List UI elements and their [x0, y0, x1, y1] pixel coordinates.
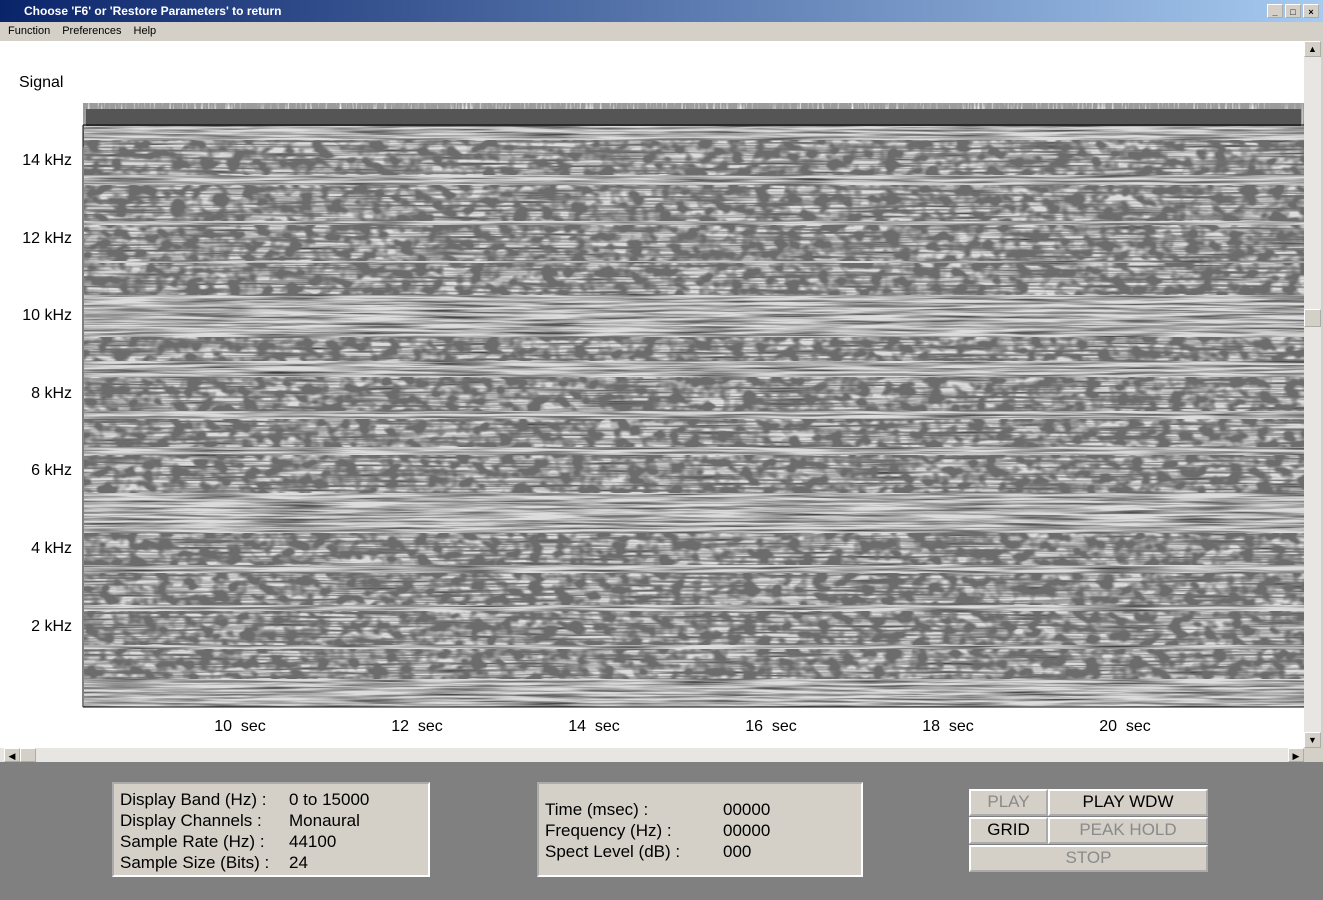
- signal-label: Signal: [19, 74, 64, 91]
- info-row: Frequency (Hz) : 00000: [545, 820, 861, 841]
- info-value: 00000: [723, 821, 771, 840]
- info-label: Spect Level (dB) :: [545, 842, 681, 861]
- info-row: Sample Size (Bits) : 24: [120, 852, 428, 873]
- info-value: 0 to 15000: [289, 790, 370, 809]
- spectrogram-canvas: [82, 103, 1304, 708]
- frequency-label: 2 kHz: [31, 617, 72, 635]
- maximize[interactable]: □: [1285, 4, 1301, 18]
- play-window-button[interactable]: PLAY WDW: [1048, 789, 1208, 816]
- spectral-band: [84, 611, 1304, 645]
- frequency-label: 4 kHz: [31, 540, 72, 557]
- time-label: 16 sec: [745, 718, 797, 735]
- info-value: 00000: [723, 800, 771, 819]
- spectral-band: [84, 140, 1304, 175]
- frequency-label: 10 kHz: [22, 307, 72, 325]
- info-value: Monaural: [289, 811, 360, 830]
- menu-item[interactable]: Preferences: [62, 25, 122, 37]
- window-title: Choose 'F6' or 'Restore Parameters' to r…: [24, 4, 282, 18]
- scroll-right[interactable]: ▶: [1288, 748, 1304, 762]
- spectral-band: [84, 649, 1304, 679]
- control-area: Display Band (Hz) :0 to 15000 Display Cha…: [0, 762, 1323, 900]
- spectral-band: [84, 377, 1304, 411]
- info-value: 000: [723, 842, 752, 861]
- horizontal-scrollbar[interactable]: ◀ ▶: [0, 748, 1304, 762]
- time-label: 12 sec: [391, 718, 443, 735]
- spectral-band: [84, 455, 1304, 493]
- spectrogram-noise: [84, 126, 1304, 707]
- info-label: Time (msec) :: [545, 800, 649, 819]
- spectrogram-bands: [84, 140, 1304, 679]
- time-label: 10 sec: [214, 718, 266, 735]
- info-label: Sample Size (Bits) :: [120, 853, 270, 872]
- frequency-label: 12 kHz: [22, 229, 72, 247]
- spectral-band: [84, 533, 1304, 565]
- vertical-scrollbar[interactable]: ▲ ▼: [1304, 41, 1321, 748]
- frequency-label: 6 kHz: [31, 462, 72, 480]
- frequency-label: 14 kHz: [22, 152, 72, 169]
- plot-area: Signal 14 kHz 12 kHz 10 kHz 8 kHz 6 kHz 4 kHz…: [0, 41, 1304, 748]
- info-row: Time (msec) : 00000: [545, 799, 861, 820]
- info-panel: Display Band (Hz) :0 to 15000 Display Cha…: [112, 782, 430, 877]
- grid-button[interactable]: GRID: [969, 817, 1048, 844]
- info-value: 24: [289, 853, 308, 872]
- menu-item[interactable]: Function: [8, 25, 51, 37]
- spectral-band: [84, 225, 1304, 261]
- peak-hold-button[interactable]: PEAK HOLD: [1048, 817, 1208, 844]
- spectral-band: [84, 185, 1304, 221]
- scroll-left[interactable]: ◀: [4, 748, 20, 762]
- scroll-up[interactable]: ▲: [1304, 41, 1321, 57]
- info-label: Display Channels :: [120, 811, 262, 830]
- minimize[interactable]: _: [1267, 4, 1283, 18]
- scroll-thumb[interactable]: [20, 748, 36, 762]
- time-label: 18 sec: [922, 718, 974, 735]
- title-bar: Choose 'F6' or 'Restore Parameters' to r…: [0, 0, 1323, 22]
- info-label: Sample Rate (Hz) :: [120, 832, 265, 851]
- time-label: 20 sec: [1099, 718, 1151, 735]
- cursor-panel: Time (msec) :00000 Frequency (Hz) :00000 S…: [537, 782, 863, 877]
- info-row: Display Band (Hz) : 0 to 15000: [120, 789, 428, 810]
- info-row: Sample Rate (Hz) : 44100: [120, 831, 428, 852]
- frequency-label: 8 kHz: [31, 384, 72, 402]
- close[interactable]: ×: [1303, 4, 1319, 18]
- time-label: 14 sec: [568, 718, 620, 735]
- stop-button[interactable]: STOP: [969, 845, 1208, 872]
- window-controls: _ □ ×: [1267, 4, 1319, 18]
- spectral-band: [84, 263, 1304, 295]
- scroll-down[interactable]: ▼: [1304, 732, 1321, 748]
- menu-item[interactable]: Help: [133, 25, 157, 37]
- info-row: Spect Level (dB) : 000: [545, 841, 861, 862]
- spectral-band: [84, 337, 1304, 361]
- spectral-band: [84, 573, 1304, 605]
- play-button[interactable]: PLAY: [969, 789, 1048, 816]
- info-row: Display Channels : Monaural: [120, 810, 428, 831]
- menu-bar: Function Preferences Help: [0, 22, 1323, 41]
- scroll-thumb[interactable]: [1304, 309, 1321, 327]
- info-label: Frequency (Hz) :: [545, 821, 672, 840]
- info-value: 44100: [289, 832, 337, 851]
- spectral-band: [84, 419, 1304, 447]
- info-label: Display Band (Hz) :: [120, 790, 267, 809]
